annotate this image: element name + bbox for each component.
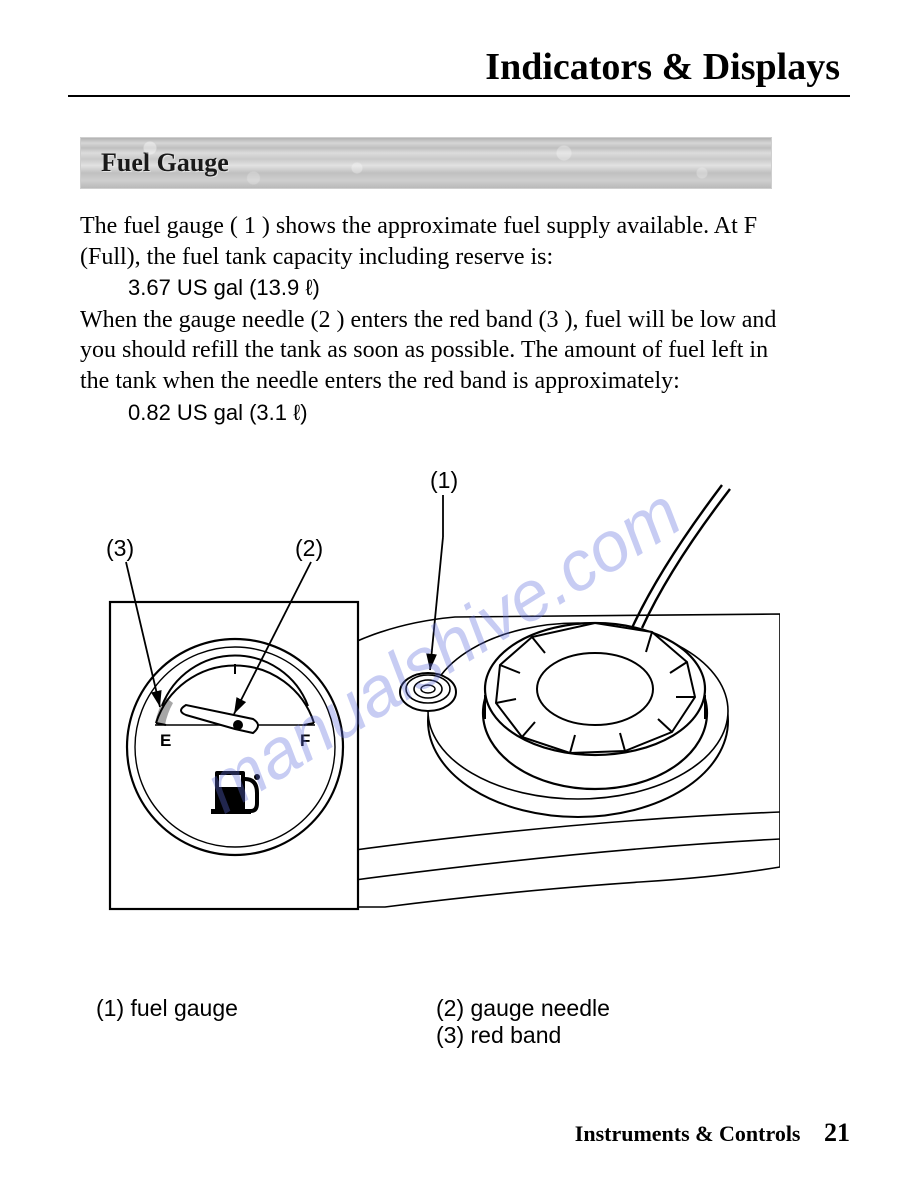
gauge-F: F: [300, 731, 310, 750]
capacity-full: 3.67 US gal (13.9 ℓ): [128, 274, 780, 302]
section-header-text: Fuel Gauge: [101, 148, 229, 178]
paragraph-2: When the gauge needle (2 ) enters the re…: [80, 305, 780, 397]
paragraph-1: The fuel gauge ( 1 ) shows the approxima…: [80, 211, 780, 272]
gauge-E: E: [160, 731, 171, 750]
body-text: The fuel gauge ( 1 ) shows the approxima…: [80, 211, 780, 427]
legend: (1) fuel gauge (2) gauge needle (3) red …: [96, 995, 850, 1049]
legend-item-2: (2) gauge needle: [436, 995, 610, 1022]
section-header: Fuel Gauge: [80, 137, 772, 189]
footer-page: 21: [824, 1118, 850, 1147]
illustration: (1) (2) (3) E F: [80, 467, 780, 947]
legend-item-1: (1) fuel gauge: [96, 995, 436, 1022]
capacity-reserve: 0.82 US gal (3.1 ℓ): [128, 399, 780, 427]
footer-section: Instruments & Controls: [575, 1121, 801, 1146]
legend-item-3: (3) red band: [436, 1022, 610, 1049]
title-rule: [68, 95, 850, 97]
page-title: Indicators & Displays: [68, 45, 850, 89]
footer: Instruments & Controls 21: [575, 1118, 850, 1148]
diagram-svg: E F: [80, 467, 780, 947]
